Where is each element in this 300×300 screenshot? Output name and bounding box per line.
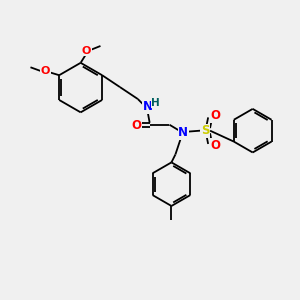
Text: O: O	[132, 119, 142, 132]
Text: O: O	[210, 109, 220, 122]
Text: N: N	[178, 126, 188, 139]
Text: O: O	[82, 46, 91, 56]
Text: N: N	[143, 100, 153, 113]
Text: O: O	[40, 66, 50, 76]
Text: H: H	[151, 98, 160, 108]
Text: S: S	[201, 124, 209, 137]
Text: O: O	[210, 139, 220, 152]
